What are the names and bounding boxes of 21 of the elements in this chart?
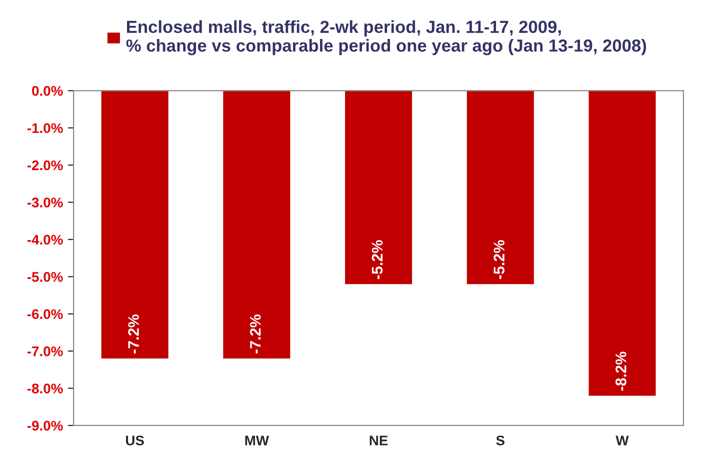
y-tick-label: -2.0% [27, 160, 63, 170]
y-tick-label: -1.0% [27, 123, 63, 134]
y-tick-label: -4.0% [27, 234, 63, 245]
y-tick-label: -9.0% [27, 420, 63, 431]
legend-label: Enclosed malls, traffic, 2-wk period, Jan. 11-17, 2009, % change vs comparable period one year ago (Jan 13-19, 2008) [126, 20, 646, 56]
x-tick-label: MW [245, 436, 270, 446]
y-tick-label: 0.0% [32, 86, 63, 96]
x-tick-label: W [616, 436, 629, 446]
x-tick-label: US [126, 436, 144, 446]
data-label: -5.2% [372, 240, 383, 280]
x-tick-label: NE [370, 436, 388, 446]
data-label: -8.2% [616, 352, 626, 391]
data-label: -7.2% [250, 314, 261, 354]
y-tick-label: -7.0% [27, 346, 63, 356]
y-tick-label: -6.0% [27, 309, 63, 320]
y-tick-label: -3.0% [27, 198, 63, 208]
data-label: -5.2% [494, 240, 504, 280]
y-tick-label: -8.0% [27, 384, 63, 394]
data-label: -7.2% [128, 314, 139, 354]
x-tick-label: S [496, 436, 504, 446]
y-tick-label: -5.0% [27, 272, 63, 282]
